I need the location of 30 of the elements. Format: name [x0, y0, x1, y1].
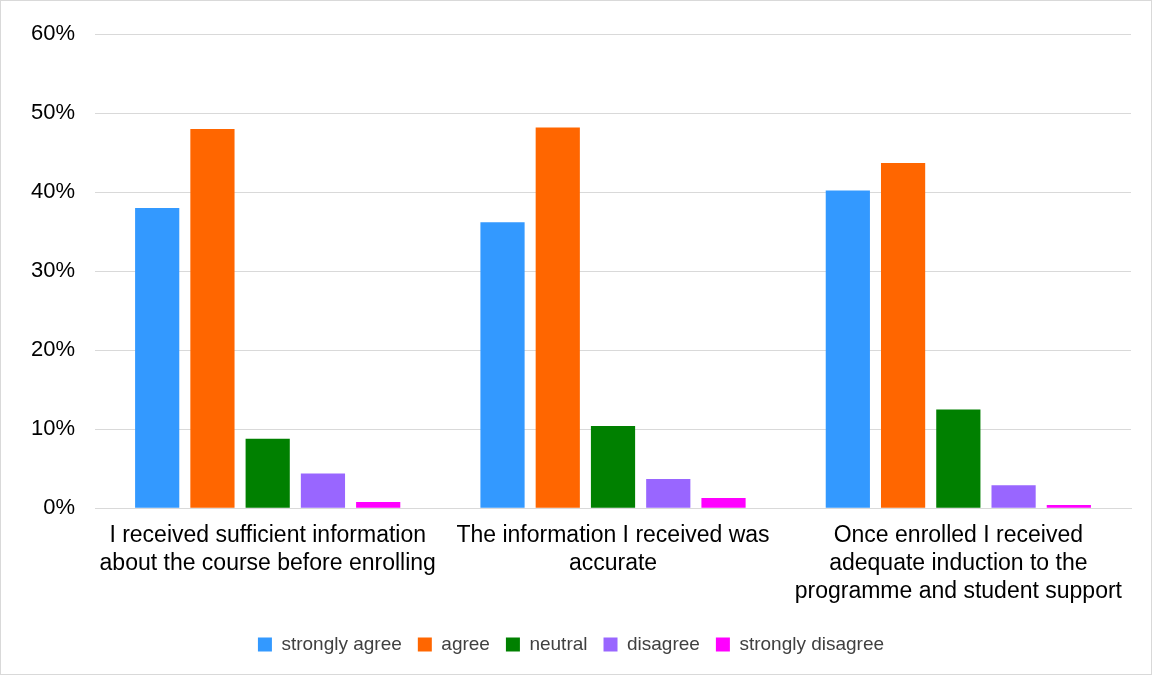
x-tick-label: The information I received was accurate — [456, 521, 770, 575]
y-tick-label: 30% — [30, 257, 76, 283]
x-tick-label: I received sufficient information about the course before enrolling — [99, 521, 436, 575]
bar — [880, 162, 926, 508]
bar — [135, 208, 180, 508]
bar — [300, 473, 346, 508]
bar — [991, 485, 1036, 508]
bar — [356, 501, 401, 508]
legend-label: strongly agree — [281, 632, 402, 654]
bar — [701, 497, 746, 508]
bar — [590, 426, 636, 508]
bar — [825, 190, 870, 508]
legend-label: disagree — [627, 632, 700, 654]
bar — [1046, 505, 1091, 508]
bar — [480, 222, 525, 508]
legend-label: neutral — [529, 632, 588, 654]
y-tick-label: 60% — [30, 20, 76, 46]
bar — [190, 129, 235, 508]
legend-label: strongly disagree — [739, 632, 885, 654]
bar — [245, 438, 290, 508]
bar — [535, 127, 580, 508]
y-tick-label: 50% — [30, 99, 76, 125]
y-tick-label: 10% — [30, 415, 76, 441]
y-tick-label: 40% — [30, 178, 76, 204]
bar — [646, 478, 691, 508]
legend-label: agree — [441, 632, 490, 654]
y-tick-label: 20% — [30, 336, 76, 362]
y-tick-label: 0% — [43, 494, 76, 520]
x-tick-label: Once enrolled I received adequate induction to the programme and student support — [794, 521, 1123, 603]
bar — [936, 409, 981, 508]
